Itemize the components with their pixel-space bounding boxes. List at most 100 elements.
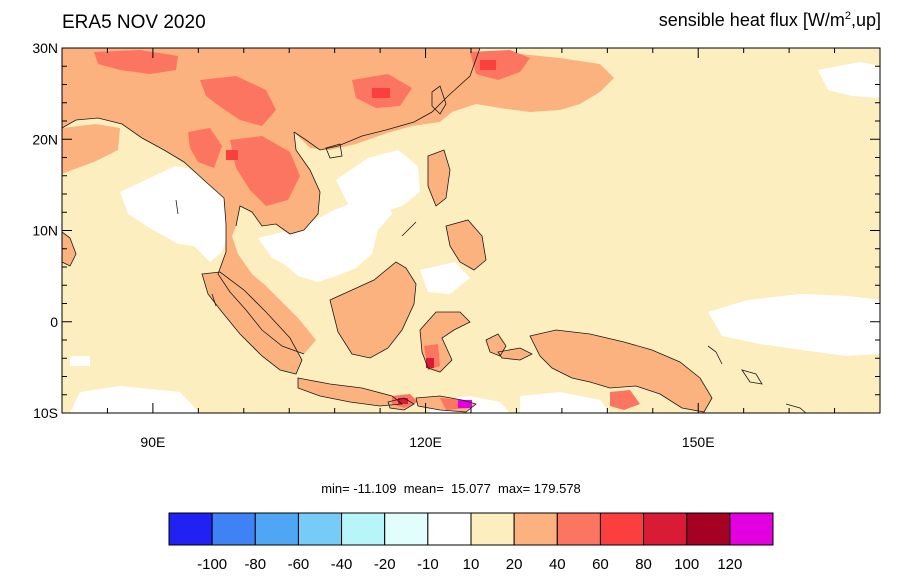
china-coastline xyxy=(293,48,481,151)
india-coast-flux xyxy=(62,124,120,174)
luzon-coastline xyxy=(427,149,451,207)
lat-tick-label: 10N xyxy=(32,223,58,239)
andaman-sea-low-flux xyxy=(258,196,392,282)
bay-of-bengal-low-flux xyxy=(120,166,232,262)
palawan-coastline xyxy=(401,221,417,237)
south-china-sea-low-flux xyxy=(336,150,420,212)
colorbar-box xyxy=(211,512,256,546)
colorbar-box xyxy=(341,512,386,546)
variable-title-suffix: ,up] xyxy=(850,10,881,30)
colorbar-box xyxy=(470,512,515,546)
colorbar-label: -20 xyxy=(374,556,396,573)
map-panel: 30N 20N 10N 0 10S 90E 120E 150E xyxy=(32,40,881,450)
colorbar-label: 60 xyxy=(592,556,609,573)
east-china-high-flux xyxy=(470,50,530,80)
nicobar-coastline xyxy=(211,293,217,307)
yunnan-high-flux xyxy=(200,76,276,126)
variable-title: sensible heat flux [W/m2,up] xyxy=(659,10,881,31)
sri-lanka-coastline xyxy=(62,231,77,267)
magenta-flux-patch xyxy=(458,400,472,408)
colorbar-box xyxy=(599,512,645,546)
colorbar-box xyxy=(427,512,472,546)
colorbar-label: 40 xyxy=(549,556,566,573)
lat-tick-label: 10S xyxy=(33,405,58,421)
burma-malay-coastline xyxy=(217,197,305,355)
map-title: ERA5 NOV 2020 xyxy=(62,12,206,33)
lon-tick-label: 90E xyxy=(140,434,165,450)
lon-tick-label: 150E xyxy=(682,434,715,450)
indochina-high-flux xyxy=(230,136,300,206)
indian-ocean-south-low-flux xyxy=(70,386,200,413)
colorbar-label: 120 xyxy=(717,556,742,573)
new-guinea-south-high-flux xyxy=(610,390,640,410)
colorbar-boxes xyxy=(168,512,774,546)
new-guinea-coastline xyxy=(529,329,713,413)
philippines-mindanao-flux xyxy=(446,220,486,270)
colorbar-label: -40 xyxy=(331,556,353,573)
colorbar-label: -60 xyxy=(288,556,310,573)
colorbar: -100 -80 -60 -40 -20 -10 10 20 40 60 80 100 120 xyxy=(168,512,774,573)
colorbar-box xyxy=(254,512,299,546)
sri-lanka-flux xyxy=(62,232,76,266)
andaman-islands-coastline xyxy=(175,199,179,215)
lat-tick-label: 0 xyxy=(50,314,58,330)
colorbar-label: 80 xyxy=(635,556,652,573)
small-low-flux-patch xyxy=(70,356,90,366)
celebes-low-flux xyxy=(420,262,470,294)
colorbar-box xyxy=(643,512,688,546)
arafura-low-flux xyxy=(520,392,610,413)
borneo-coastline xyxy=(329,261,417,359)
colorbar-box xyxy=(729,512,774,546)
sumba-coastline xyxy=(387,397,415,411)
west-pacific-low-flux xyxy=(708,294,880,356)
north-west-high-flux xyxy=(94,50,178,74)
variable-title-exponent: 2 xyxy=(844,10,851,22)
seram-flux xyxy=(498,348,532,360)
java-coastline xyxy=(297,377,404,407)
sumatra-flux xyxy=(202,272,302,374)
red-flux-patch xyxy=(372,88,390,98)
java-flux xyxy=(298,378,402,406)
lon-tick-label: 120E xyxy=(409,434,442,450)
axis-tick-labels: 30N 20N 10N 0 10S 90E 120E 150E xyxy=(32,40,714,450)
colorbar-label: -80 xyxy=(244,556,266,573)
colorbar-box xyxy=(384,512,429,546)
colorbar-label: -100 xyxy=(197,556,227,573)
bougainville-coastline xyxy=(707,345,723,365)
new-guinea-flux xyxy=(530,330,712,412)
red-flux-patch xyxy=(480,60,496,70)
axis-ticks xyxy=(61,47,881,414)
colorbar-box xyxy=(513,512,558,546)
red-flux-patch xyxy=(398,398,408,404)
new-britain-coastline xyxy=(741,369,763,385)
halmahera-flux xyxy=(486,334,506,356)
solomon-coastline xyxy=(785,403,807,413)
borneo-flux xyxy=(330,262,416,358)
statistics-summary: min= -11.109 mean= 15.077 max= 179.578 xyxy=(321,481,581,496)
colorbar-box xyxy=(168,512,213,546)
red-flux-patch xyxy=(426,358,434,368)
high-flux-patches xyxy=(94,50,640,410)
colorbar-labels: -100 -80 -60 -40 -20 -10 10 20 40 60 80 100 120 xyxy=(197,556,742,573)
gulf-thailand-coastline xyxy=(235,131,321,235)
colorbar-label: -10 xyxy=(417,556,439,573)
colorbar-label: 20 xyxy=(506,556,523,573)
south-china-coast-flux xyxy=(294,52,614,150)
colorbar-label: 10 xyxy=(463,556,480,573)
seram-coastline xyxy=(497,347,533,361)
myanmar-high-flux xyxy=(188,128,222,168)
sumatra-coastline xyxy=(201,271,303,375)
philippines-luzon-flux xyxy=(428,150,450,206)
taiwan-coastline xyxy=(431,85,447,115)
red-flux-patch xyxy=(226,150,238,160)
coastlines xyxy=(62,48,807,413)
variable-title-prefix: sensible heat flux [W/m xyxy=(658,10,845,30)
sulawesi-coastline xyxy=(419,311,471,373)
lat-tick-label: 20N xyxy=(32,131,58,147)
hainan-coastline xyxy=(325,143,343,159)
colorbar-label: 100 xyxy=(674,556,699,573)
colorbar-box xyxy=(686,512,731,546)
lat-tick-label: 30N xyxy=(32,40,58,56)
colorbar-box xyxy=(556,512,601,546)
north-pacific-low-flux xyxy=(818,62,880,98)
